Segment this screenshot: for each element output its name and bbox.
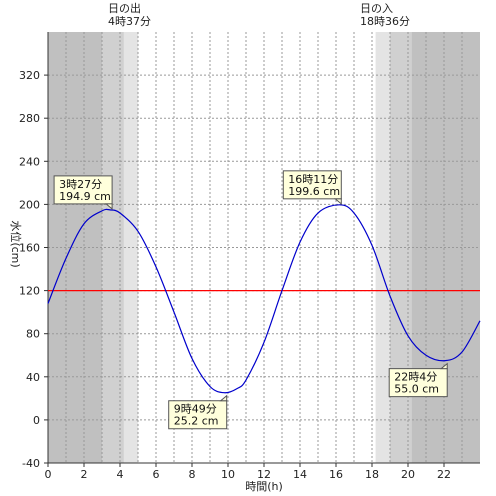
callout-box xyxy=(53,175,113,205)
y-tick-label: 40 xyxy=(26,371,40,384)
x-tick-label: 2 xyxy=(81,468,88,481)
x-tick-label: 18 xyxy=(365,468,379,481)
callout-pointer xyxy=(219,394,228,402)
callout-level-label: 55.0 cm xyxy=(394,383,439,396)
y-tick-label: 160 xyxy=(19,242,40,255)
callout-level-label: 199.6 cm xyxy=(288,185,340,198)
x-axis-title: 時間(h) xyxy=(245,480,283,493)
callout-box xyxy=(282,170,342,200)
y-axis-title: 水位(cm) xyxy=(9,220,23,267)
sunrise-label-line2: 4時37分 xyxy=(108,15,151,28)
callout-level-label: 194.9 cm xyxy=(59,190,111,203)
callout-time-label: 16時11分 xyxy=(288,173,338,186)
callout-time-label: 3時27分 xyxy=(59,178,102,191)
callout-box xyxy=(388,368,448,398)
callout-pointer xyxy=(104,203,113,210)
x-tick-label: 4 xyxy=(117,468,124,481)
sunset-label-line2: 18時36分 xyxy=(360,15,410,28)
callout-time-label: 9時49分 xyxy=(174,403,217,416)
x-tick-label: 16 xyxy=(329,468,343,481)
x-tick-label: 0 xyxy=(45,468,52,481)
sunset-label-line1: 日の入 xyxy=(360,2,393,15)
callout-level-label: 25.2 cm xyxy=(174,415,219,428)
y-tick-label: 320 xyxy=(19,69,40,82)
y-tick-label: 200 xyxy=(19,198,40,211)
y-tick-label: 80 xyxy=(26,328,40,341)
y-tick-label: 240 xyxy=(19,155,40,168)
x-tick-label: 12 xyxy=(257,468,271,481)
x-tick-label: 6 xyxy=(153,468,160,481)
x-tick-label: 10 xyxy=(221,468,235,481)
y-tick-label: 120 xyxy=(19,285,40,298)
y-tick-label: 280 xyxy=(19,112,40,125)
sunrise-label-line1: 日の出 xyxy=(108,1,141,15)
callout-pointer xyxy=(439,362,448,370)
axes: -40 0 40 80 120 160 200 240 280 320 0 2 4 6 8 10 12 14 16 1… xyxy=(19,32,480,481)
y-tick-label: -40 xyxy=(22,457,40,470)
tide-level-line xyxy=(47,204,481,394)
twilight-band-evening-light xyxy=(375,32,390,463)
callout-box xyxy=(168,400,228,430)
y-tick-label: 0 xyxy=(33,414,40,427)
twilight-band-morning-light xyxy=(123,32,139,463)
x-tick-label: 8 xyxy=(189,468,196,481)
callout-pointer xyxy=(333,198,342,205)
callout-time-label: 22時4分 xyxy=(394,371,437,384)
x-tick-label: 14 xyxy=(293,468,307,481)
series-group xyxy=(47,204,481,394)
x-tick-label: 22 xyxy=(437,468,451,481)
x-tick-label: 20 xyxy=(401,468,415,481)
